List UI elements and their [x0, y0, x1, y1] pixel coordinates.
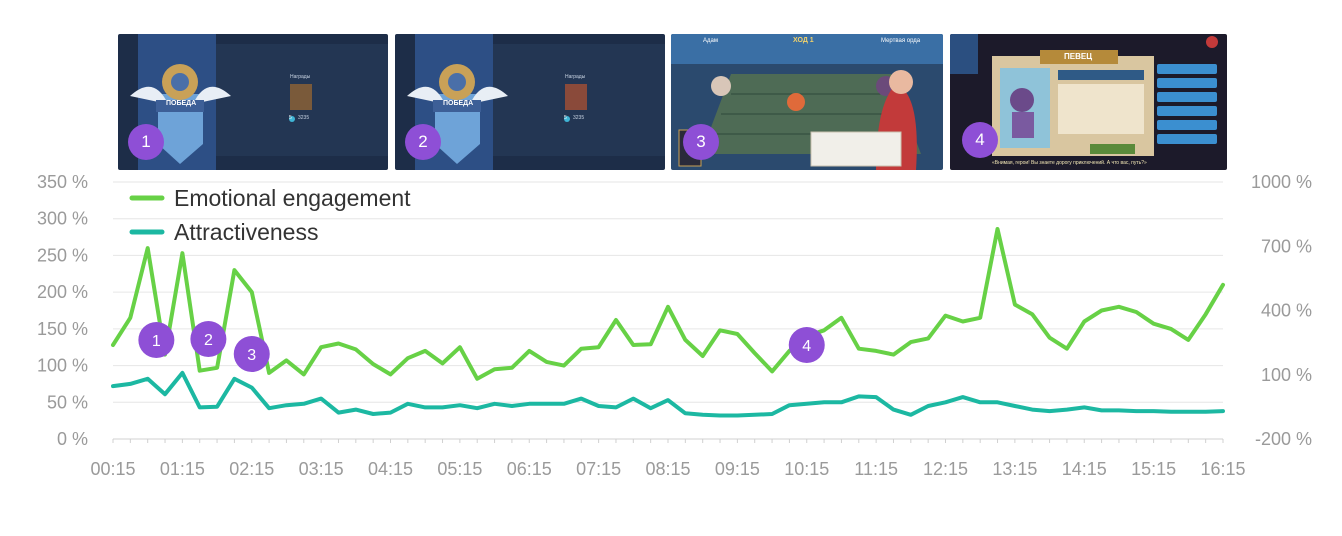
left-y-tick-label: 250 % — [37, 245, 88, 265]
screenshot-marker-2: 2 — [405, 124, 441, 160]
left-y-tick-label: 150 % — [37, 319, 88, 339]
engagement-line-chart: 350 %300 %250 %200 %150 %100 %50 %0 % 10… — [37, 172, 1312, 479]
x-tick-label: 12:15 — [923, 459, 968, 479]
x-tick-label: 09:15 — [715, 459, 760, 479]
x-tick-label: 11:15 — [854, 459, 898, 479]
left-y-axis: 350 % 300 % 250 % 200 % 150 % 100 % 50 % 0 % — [37, 172, 88, 449]
x-tick-label: 06:15 — [507, 459, 552, 479]
player-name: Адам — [703, 38, 718, 44]
series-line-attractiveness — [111, 370, 1225, 418]
right-y-tick-label: -200 % — [1255, 429, 1312, 449]
screenshot-thumbnail-3: 3 Адам ХОД 1 Мертвая орда — [671, 34, 943, 170]
annotation-marker-4 — [788, 327, 825, 363]
right-y-axis: 1000 % 700 % 400 % 100 % -200 % — [1251, 172, 1312, 449]
left-y-tick-label: 350 % — [37, 172, 88, 192]
x-tick-label: 16:15 — [1200, 459, 1245, 479]
left-y-tick-label: 300 % — [37, 209, 88, 229]
annotation-label: 1 — [152, 333, 161, 350]
screenshot-marker-4: 4 — [962, 122, 998, 158]
reward-amount: 3235 — [573, 115, 585, 121]
x-tick-label: 00:15 — [90, 459, 135, 479]
hero-title: ПЕВЕЦ — [1064, 52, 1093, 61]
screenshot-marker-1: 1 — [128, 124, 164, 160]
x-tick-label: 01:15 — [160, 459, 205, 479]
screenshot-thumbnail-4: 4 ПЕВЕЦ «Внимая, герои! Вы знаете дорогу… — [950, 34, 1227, 170]
victory-screen-image — [118, 34, 388, 170]
reward-amount: 3235 — [298, 115, 310, 121]
right-y-tick-label: 100 % — [1261, 365, 1312, 385]
series-lines — [111, 227, 1225, 418]
right-y-tick-label: 700 % — [1261, 236, 1312, 256]
right-y-tick-label: 1000 % — [1251, 172, 1312, 192]
x-tick-label: 13:15 — [992, 459, 1037, 479]
victory-banner-text: ПОБЕДА — [166, 100, 197, 107]
screenshot-thumbnail-1: 1 ПОБЕДА Награды 5 3235 — [118, 34, 388, 170]
annotation-marker-1 — [138, 322, 175, 358]
x-axis: 00:15 01:15 02:15 03:15 04:15 05:15 06:15 07:15… — [90, 438, 1246, 479]
enemy-name: Мертвая орда — [881, 38, 921, 44]
turn-counter: ХОД 1 — [793, 37, 814, 44]
left-y-tick-label: 0 % — [57, 429, 88, 449]
legend-label-attractiveness: Attractiveness — [174, 219, 318, 245]
x-tick-label: 10:15 — [784, 459, 829, 479]
x-tick-label: 03:15 — [299, 459, 344, 479]
screenshot-thumbnail-2: 2 ПОБЕДА Награды 5 3235 — [395, 34, 665, 170]
left-y-tick-label: 100 % — [37, 356, 88, 376]
annotation-label: 2 — [204, 332, 213, 349]
left-y-tick-label: 200 % — [37, 282, 88, 302]
rewards-label: Награды — [565, 74, 586, 80]
chart-annotations: 1 2 3 4 — [138, 321, 825, 372]
series-line-emotional-engagement — [111, 227, 1225, 381]
right-y-tick-label: 400 % — [1261, 301, 1312, 321]
x-tick-label: 15:15 — [1131, 459, 1176, 479]
annotation-label: 4 — [802, 338, 811, 355]
x-tick-label: 08:15 — [645, 459, 690, 479]
x-tick-label: 04:15 — [368, 459, 413, 479]
victory-screen-image — [395, 34, 665, 170]
annotation-label: 3 — [247, 347, 256, 364]
rewards-label: Награды — [290, 74, 311, 80]
hero-quote: «Внимая, герои! Вы знаете дорогу приключ… — [992, 160, 1147, 166]
x-tick-label: 14:15 — [1062, 459, 1107, 479]
reward-badge: 5 — [289, 115, 292, 121]
annotation-marker-3 — [233, 336, 270, 372]
screenshot-marker-3: 3 — [683, 124, 719, 160]
left-y-tick-label: 50 % — [47, 392, 88, 412]
reward-badge: 5 — [564, 115, 567, 121]
legend: Emotional engagement Attractiveness — [129, 185, 411, 245]
legend-label-emotional: Emotional engagement — [174, 185, 411, 211]
battle-screen-image — [671, 34, 943, 170]
x-tick-label: 05:15 — [437, 459, 482, 479]
x-tick-label: 07:15 — [576, 459, 621, 479]
annotation-marker-2 — [190, 321, 227, 357]
hero-screen-image — [950, 34, 1227, 170]
victory-banner-text: ПОБЕДА — [443, 100, 474, 107]
x-tick-label: 02:15 — [229, 459, 274, 479]
